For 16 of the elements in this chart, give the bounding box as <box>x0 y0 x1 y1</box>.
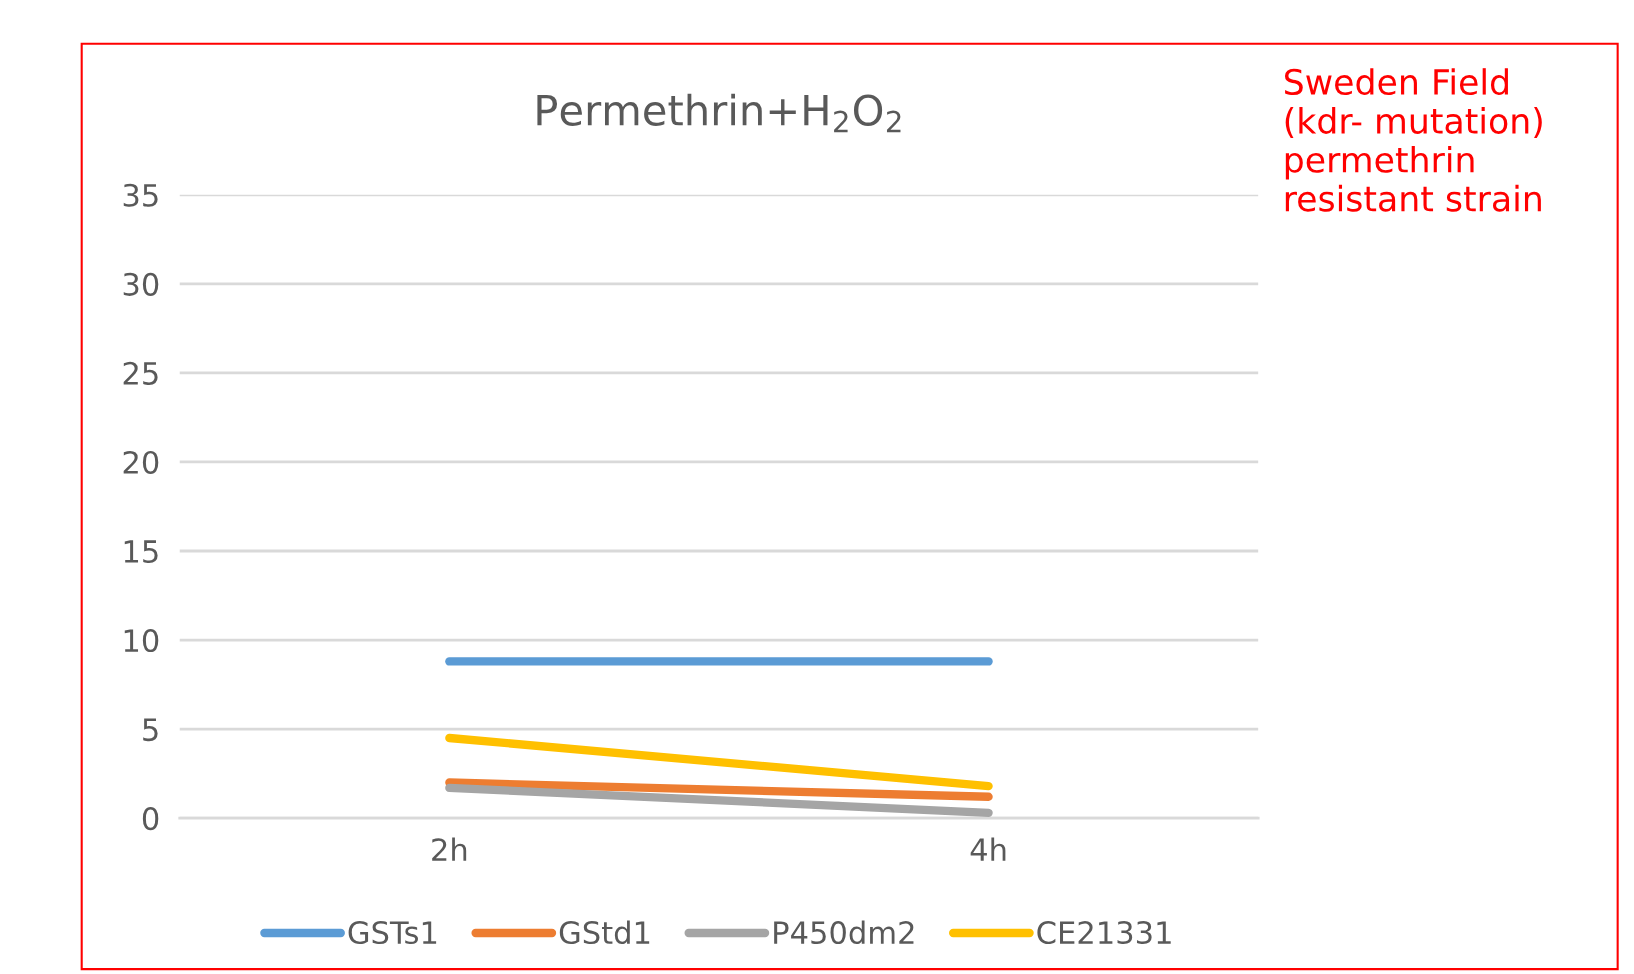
y-tick-label: 15 <box>124 540 158 564</box>
y-tick-label: 20 <box>123 450 159 474</box>
x-tick-label: 4h <box>970 837 1006 861</box>
y-tick-label: 35 <box>123 183 158 207</box>
chart-title: Permethrin+H$_{2}$O$_{2}$ <box>537 93 901 133</box>
y-tick-label: 25 <box>123 361 158 385</box>
legend-label: GStd1 <box>559 920 650 945</box>
y-tick-label: 10 <box>124 628 159 653</box>
y-tick-label: 0 <box>142 807 159 831</box>
x-tick-label: 2h <box>432 837 467 861</box>
legend-label: GSTs1 <box>348 921 437 945</box>
legend-label: P450dm2 <box>774 920 914 945</box>
y-tick-label: 30 <box>123 272 159 296</box>
y-tick-label: 5 <box>143 718 158 742</box>
text: Sweden Field (kdr- mutation) permethrin resistant strain <box>1284 68 1542 212</box>
legend-label: CE21331 <box>1037 921 1171 945</box>
